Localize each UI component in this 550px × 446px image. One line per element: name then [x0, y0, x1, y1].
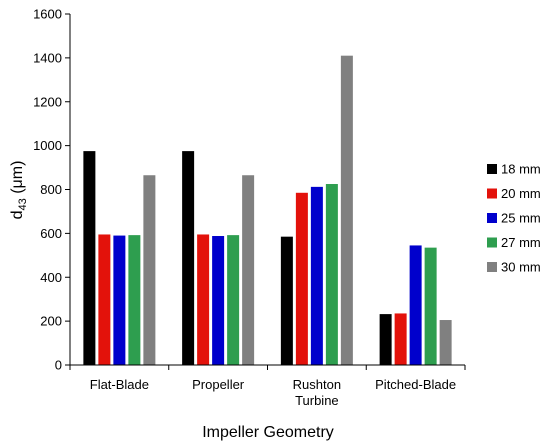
y-axis-title-main: d	[9, 211, 26, 220]
axes	[69, 14, 466, 370]
legend-label: 30 mm	[501, 260, 541, 275]
bar	[197, 234, 210, 365]
y-tick-label: 1200	[33, 94, 62, 109]
x-axis-title: Impeller Geometry	[202, 424, 334, 441]
legend-swatch	[487, 213, 497, 223]
x-category-label-line: Turbine	[295, 393, 339, 408]
legend: 18 mm 20 mm 25 mm 27 mm 30 mm	[487, 162, 541, 275]
x-axis-category-labels: Flat-Blade Propeller Rushton Turbine Pitched…	[90, 377, 456, 408]
bar	[143, 175, 156, 365]
x-category-label: Flat-Blade	[90, 377, 149, 392]
y-tick-label: 800	[40, 182, 62, 197]
x-category-label-line: Flat-Blade	[90, 377, 149, 392]
bar	[439, 320, 452, 365]
bar	[394, 313, 407, 365]
bar	[242, 175, 255, 365]
y-axis-title: d43 (μm)	[9, 161, 29, 220]
x-category-label-line: Rushton	[293, 377, 341, 392]
legend-swatch	[487, 188, 497, 199]
bar	[182, 151, 195, 365]
bar	[113, 235, 126, 365]
bar	[83, 151, 96, 365]
bar	[379, 314, 392, 365]
legend-swatch	[487, 237, 497, 248]
y-tick-label: 0	[55, 358, 62, 373]
y-tick-label: 400	[40, 270, 62, 285]
legend-label: 20 mm	[501, 186, 541, 201]
y-axis-title-unit: (μm)	[9, 161, 26, 199]
y-tick-label: 1600	[33, 7, 62, 22]
y-axis-title-sub: 43	[17, 198, 29, 210]
y-tick-label: 200	[40, 314, 62, 329]
x-category-label: Propeller	[192, 377, 245, 392]
y-tick-label: 1400	[33, 50, 62, 65]
bar	[325, 184, 338, 365]
bar	[295, 192, 308, 365]
y-tick-label: 1000	[33, 138, 62, 153]
bar	[409, 245, 422, 365]
bar	[212, 236, 225, 365]
legend-swatch	[487, 262, 497, 272]
x-category-label: Pitched-Blade	[375, 377, 456, 392]
bar	[310, 186, 323, 365]
bar	[424, 247, 437, 365]
bar	[227, 235, 240, 365]
bar	[128, 235, 141, 365]
bar	[340, 55, 353, 366]
x-category-label-line: Pitched-Blade	[375, 377, 456, 392]
x-category-label-line: Propeller	[192, 377, 245, 392]
legend-swatch	[487, 164, 497, 174]
legend-label: 27 mm	[501, 235, 541, 250]
bar	[280, 236, 293, 365]
y-tick-label: 600	[40, 226, 62, 241]
bar	[98, 234, 111, 365]
legend-label: 25 mm	[501, 211, 541, 226]
bars	[83, 55, 452, 366]
x-category-label: Rushton Turbine	[293, 377, 341, 408]
y-axis-ticks: 0 200 400 600 800 1000 1200 1400 1600	[33, 7, 70, 373]
legend-label: 18 mm	[501, 162, 541, 177]
